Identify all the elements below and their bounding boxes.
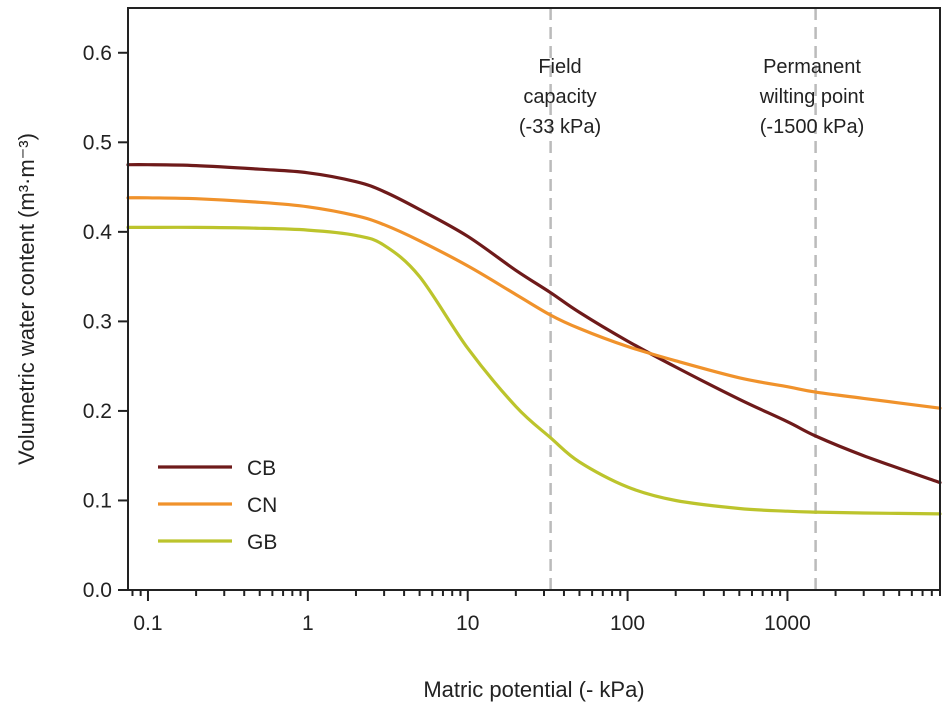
reference-label: (-33 kPa) <box>519 116 601 138</box>
y-tick-label: 0.2 <box>83 400 112 423</box>
series-line-cn <box>126 196 942 410</box>
reference-label: Permanent <box>763 56 861 78</box>
y-axis: 0.0 0.1 0.2 0.3 0.4 0.5 0.6 <box>83 42 128 602</box>
y-tick-label: 0.1 <box>83 489 112 512</box>
legend-label-cn: CN <box>247 494 277 517</box>
legend-label-cb: CB <box>247 457 276 480</box>
legend: CB CN GB <box>158 457 277 554</box>
y-tick-label: 0.6 <box>83 42 112 65</box>
series-line-cb <box>126 163 942 485</box>
reference-label: capacity <box>523 86 596 108</box>
reference-label: wilting point <box>759 86 865 108</box>
y-tick-label: 0.3 <box>83 310 112 333</box>
y-axis-title: Volumetric water content (m³·m⁻³) <box>14 133 39 465</box>
y-tick-label: 0.0 <box>83 579 112 602</box>
legend-label-gb: GB <box>247 531 277 554</box>
x-axis-title: Matric potential (- kPa) <box>423 677 644 702</box>
y-tick-label: 0.5 <box>83 131 112 154</box>
x-tick-label: 100 <box>610 612 645 635</box>
y-tick-label: 0.4 <box>83 221 113 244</box>
reference-lines <box>549 8 817 590</box>
x-tick-label: 1 <box>302 612 314 635</box>
x-axis: 0.1 1 10 100 1000 <box>131 590 941 635</box>
x-tick-label: 1000 <box>764 612 811 635</box>
plot-frame <box>127 7 941 591</box>
reference-label: (-1500 kPa) <box>760 116 865 138</box>
x-tick-label: 10 <box>456 612 479 635</box>
reference-label: Field <box>538 56 581 78</box>
x-tick-label: 0.1 <box>133 612 162 635</box>
annotations: Field capacity (-33 kPa) Permanent wilting p… <box>519 56 865 138</box>
curves <box>126 163 942 516</box>
series-line-gb <box>126 225 942 516</box>
